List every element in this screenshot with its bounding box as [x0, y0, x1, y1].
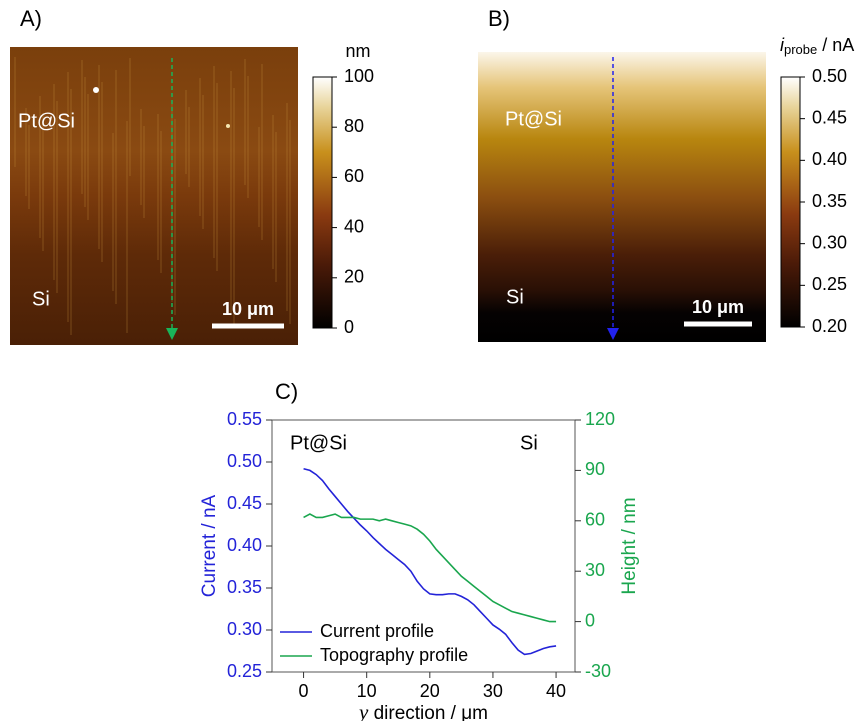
- colorbar-tick-label: 0: [344, 317, 354, 337]
- panel-label: C): [275, 379, 298, 404]
- x-tick-label: 10: [357, 681, 377, 701]
- y2-tick-label: 60: [585, 510, 605, 530]
- x-tick-label: 40: [546, 681, 566, 701]
- arrow-head: [607, 328, 619, 340]
- x-axis-text: direction / μm: [368, 703, 488, 721]
- colorbar-label-subscript: probe: [784, 42, 817, 57]
- y-tick-label: 0.55: [227, 409, 262, 429]
- y-axis-label: Current / nA: [199, 494, 220, 597]
- x-axis-symbol: y: [357, 700, 369, 721]
- colorbar-tick-label: 40: [344, 216, 364, 236]
- panel-label: A): [20, 6, 42, 31]
- colorbar-label: nm: [345, 41, 370, 61]
- x-axis-label: y direction / μm: [357, 700, 488, 721]
- y-tick-label: 0.40: [227, 535, 262, 555]
- particle: [93, 87, 99, 93]
- colorbar-tick-label: 0.40: [812, 149, 847, 169]
- colorbar-tick-label: 60: [344, 166, 364, 186]
- particle: [226, 124, 230, 128]
- x-tick-label: 30: [483, 681, 503, 701]
- y-tick-label: 0.45: [227, 493, 262, 513]
- series-line: [303, 513, 557, 623]
- colorbar-tick-label: 100: [344, 66, 374, 86]
- colorbar-tick-label: 0.45: [812, 107, 847, 127]
- annotation: Pt@Si: [290, 432, 347, 454]
- colorbar: [312, 76, 333, 329]
- colorbar-tick-label: 80: [344, 116, 364, 136]
- colorbar-tick-label: 20: [344, 267, 364, 287]
- legend-label: Topography profile: [320, 645, 468, 665]
- y-tick-label: 0.25: [227, 661, 262, 681]
- y2-tick-label: 30: [585, 560, 605, 580]
- y2-tick-label: 90: [585, 459, 605, 479]
- scale-bar-label: 10 μm: [222, 299, 274, 319]
- series-line: [303, 467, 557, 656]
- y2-tick-label: 120: [585, 409, 615, 429]
- colorbar-tick-label: 0.50: [812, 66, 847, 86]
- arrow-head: [166, 328, 178, 340]
- annotation: Si: [520, 432, 538, 454]
- colorbar: [780, 76, 801, 328]
- y2-axis-label: Height / nm: [619, 497, 640, 594]
- colorbar-label-unit: / nA: [817, 35, 854, 55]
- annotation: Pt@Si: [18, 110, 75, 132]
- annotation: Si: [32, 288, 50, 310]
- y-tick-label: 0.50: [227, 451, 262, 471]
- x-tick-label: 0: [299, 681, 309, 701]
- y2-tick-label: 0: [585, 610, 595, 630]
- colorbar-tick-label: 0.30: [812, 232, 847, 252]
- panel-label: B): [488, 6, 510, 31]
- y-tick-label: 0.30: [227, 619, 262, 639]
- y2-tick-label: -30: [585, 661, 611, 681]
- y-tick-label: 0.35: [227, 577, 262, 597]
- colorbar-tick-label: 0.20: [812, 316, 847, 336]
- annotation: Pt@Si: [505, 108, 562, 130]
- x-tick-label: 20: [420, 681, 440, 701]
- colorbar-label: iprobe / nA: [780, 35, 854, 58]
- colorbar-tick-label: 0.25: [812, 274, 847, 294]
- image: [10, 47, 298, 345]
- colorbar-tick-label: 0.35: [812, 191, 847, 211]
- image: [478, 52, 766, 342]
- legend-label: Current profile: [320, 621, 434, 641]
- annotation: Si: [506, 286, 524, 308]
- colorbar-label-symbol: i: [780, 35, 785, 55]
- scale-bar-label: 10 μm: [692, 297, 744, 317]
